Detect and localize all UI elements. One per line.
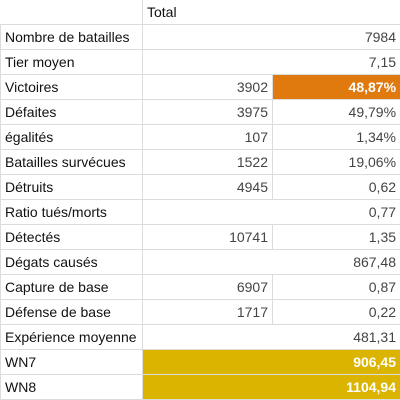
stat-value-highlight: 906,45 bbox=[141, 349, 400, 375]
stat-count: 1717 bbox=[142, 299, 273, 325]
stat-label: WN8 bbox=[0, 374, 143, 400]
stat-value: 0,77 bbox=[141, 199, 400, 225]
stat-count: 10741 bbox=[142, 224, 273, 250]
stat-label: Nombre de batailles bbox=[0, 24, 143, 50]
stat-label: WN7 bbox=[0, 349, 143, 375]
stat-value: 0,62 bbox=[271, 174, 400, 200]
stat-row-base-capture: Capture de base 6907 0,87 bbox=[0, 274, 400, 300]
stat-label: Détruits bbox=[0, 174, 143, 200]
stat-row-avg-xp: Expérience moyenne 481,31 bbox=[0, 324, 400, 350]
stat-label: Capture de base bbox=[0, 274, 143, 300]
stat-row-damage: Dégats causés 867,48 bbox=[0, 249, 400, 275]
stat-count: 1522 bbox=[142, 149, 273, 175]
stat-row-defeats: Défaites 3975 49,79% bbox=[0, 99, 400, 125]
stat-row-battles: Nombre de batailles 7984 bbox=[0, 24, 400, 50]
stat-count: 4945 bbox=[142, 174, 273, 200]
stat-label: Victoires bbox=[0, 74, 143, 100]
stat-value: 19,06% bbox=[271, 149, 400, 175]
stat-value: 7984 bbox=[141, 24, 400, 50]
stat-label: Défaites bbox=[0, 99, 143, 125]
stat-label: Dégats causés bbox=[0, 249, 143, 275]
stat-row-survived: Batailles survécues 1522 19,06% bbox=[0, 149, 400, 175]
stat-count: 3902 bbox=[142, 74, 273, 100]
header-empty-cell bbox=[0, 0, 143, 25]
stat-value: 0,22 bbox=[271, 299, 400, 325]
stat-label: égalités bbox=[0, 124, 143, 150]
stat-row-victories: Victoires 3902 48,87% bbox=[0, 74, 400, 100]
stat-value: 49,79% bbox=[271, 99, 400, 125]
header-row: Total bbox=[0, 0, 400, 25]
stat-row-destroyed: Détruits 4945 0,62 bbox=[0, 174, 400, 200]
stat-label: Tier moyen bbox=[0, 49, 143, 75]
stat-count: 3975 bbox=[142, 99, 273, 125]
stat-row-wn7: WN7 906,45 bbox=[0, 349, 400, 375]
stat-value: 1,34% bbox=[271, 124, 400, 150]
stat-row-wn8: WN8 1104,94 bbox=[0, 374, 400, 400]
stat-label: Défense de base bbox=[0, 299, 143, 325]
stat-label: Batailles survécues bbox=[0, 149, 143, 175]
stat-value: 1,35 bbox=[271, 224, 400, 250]
stat-value: 481,31 bbox=[141, 324, 400, 350]
stat-row-spotted: Détectés 10741 1,35 bbox=[0, 224, 400, 250]
stat-value: 0,87 bbox=[271, 274, 400, 300]
stat-count: 6907 bbox=[142, 274, 273, 300]
stat-row-draws: égalités 107 1,34% bbox=[0, 124, 400, 150]
total-header: Total bbox=[142, 0, 400, 25]
stat-row-avg-tier: Tier moyen 7,15 bbox=[0, 49, 400, 75]
stat-label: Expérience moyenne bbox=[0, 324, 143, 350]
stat-row-base-defense: Défense de base 1717 0,22 bbox=[0, 299, 400, 325]
stat-value-highlight: 1104,94 bbox=[141, 374, 400, 400]
stat-label: Ratio tués/morts bbox=[0, 199, 143, 225]
stat-label: Détectés bbox=[0, 224, 143, 250]
stat-row-kill-death-ratio: Ratio tués/morts 0,77 bbox=[0, 199, 400, 225]
stat-value: 7,15 bbox=[141, 49, 400, 75]
stat-value-highlight: 48,87% bbox=[271, 74, 400, 100]
stat-count: 107 bbox=[142, 124, 273, 150]
stat-value: 867,48 bbox=[141, 249, 400, 275]
